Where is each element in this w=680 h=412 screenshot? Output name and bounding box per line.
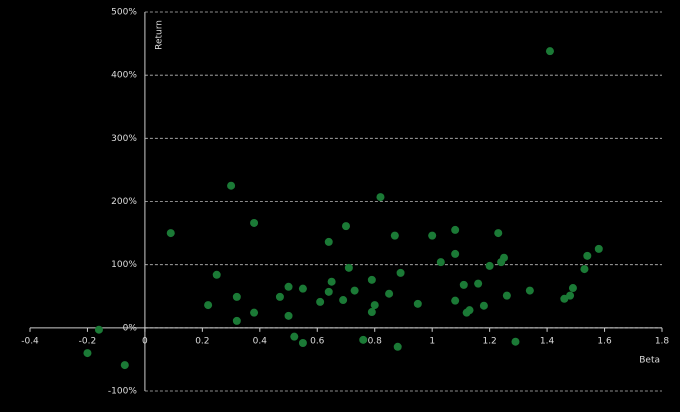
point [232,292,241,301]
point [327,277,336,286]
point [479,301,488,310]
point [339,296,348,305]
point [344,263,353,272]
point [324,237,333,246]
y-tick-label: 500% [111,8,137,18]
point [396,268,405,277]
x-tick-label: 0.8 [368,336,383,346]
point [166,229,175,238]
x-tick-label: 1.2 [482,336,496,346]
point [451,225,460,234]
y-axis-label: Return [154,20,164,50]
x-tick-label: 0.6 [310,336,325,346]
point [385,289,394,298]
point [212,270,221,279]
x-tick-label: 1 [429,336,435,346]
point [275,292,284,301]
point [568,284,577,293]
y-tick-label: 200% [111,197,137,207]
y-tick-label: 300% [111,134,137,144]
y-tick-label: 100% [111,260,137,270]
point [350,286,359,295]
point [250,218,259,227]
x-tick-label: -0.4 [21,336,39,346]
point [367,308,376,317]
point [227,181,236,190]
point [298,284,307,293]
point [284,311,293,320]
point [120,361,129,370]
point [390,231,399,240]
y-tick-label: -100% [108,387,137,397]
point [451,296,460,305]
point [232,316,241,325]
point [413,299,422,308]
point [560,294,569,303]
point [376,193,385,202]
x-tick-label: 1.8 [655,336,670,346]
x-tick-label: 1.4 [540,336,555,346]
point [342,222,350,231]
x-tick-label: 0 [142,336,148,346]
point [511,337,520,346]
point [485,261,494,270]
point [324,287,333,296]
x-tick-label: 0.4 [253,336,268,346]
point [583,251,592,260]
point [393,342,402,351]
point [290,332,299,341]
point [459,280,468,289]
point [367,275,376,284]
point [580,265,589,274]
point [250,308,259,317]
point [502,291,511,300]
point [436,258,445,267]
point [525,286,534,295]
point [462,308,471,317]
point [451,249,460,258]
point [370,301,379,310]
point [284,282,293,291]
x-axis-label: Beta [639,355,660,365]
y-tick-label: 400% [111,71,137,81]
point [428,231,437,240]
point [545,47,554,56]
point [204,301,213,310]
point [94,325,103,334]
point [494,229,503,238]
x-tick-label: 1.6 [597,336,612,346]
point [594,244,603,253]
point [474,279,483,288]
point [497,258,506,267]
point [298,338,307,347]
point [316,297,325,306]
x-tick-label: 0.2 [195,336,209,346]
point [83,349,92,358]
x-tick-label: -0.2 [79,336,97,346]
point [359,335,368,344]
